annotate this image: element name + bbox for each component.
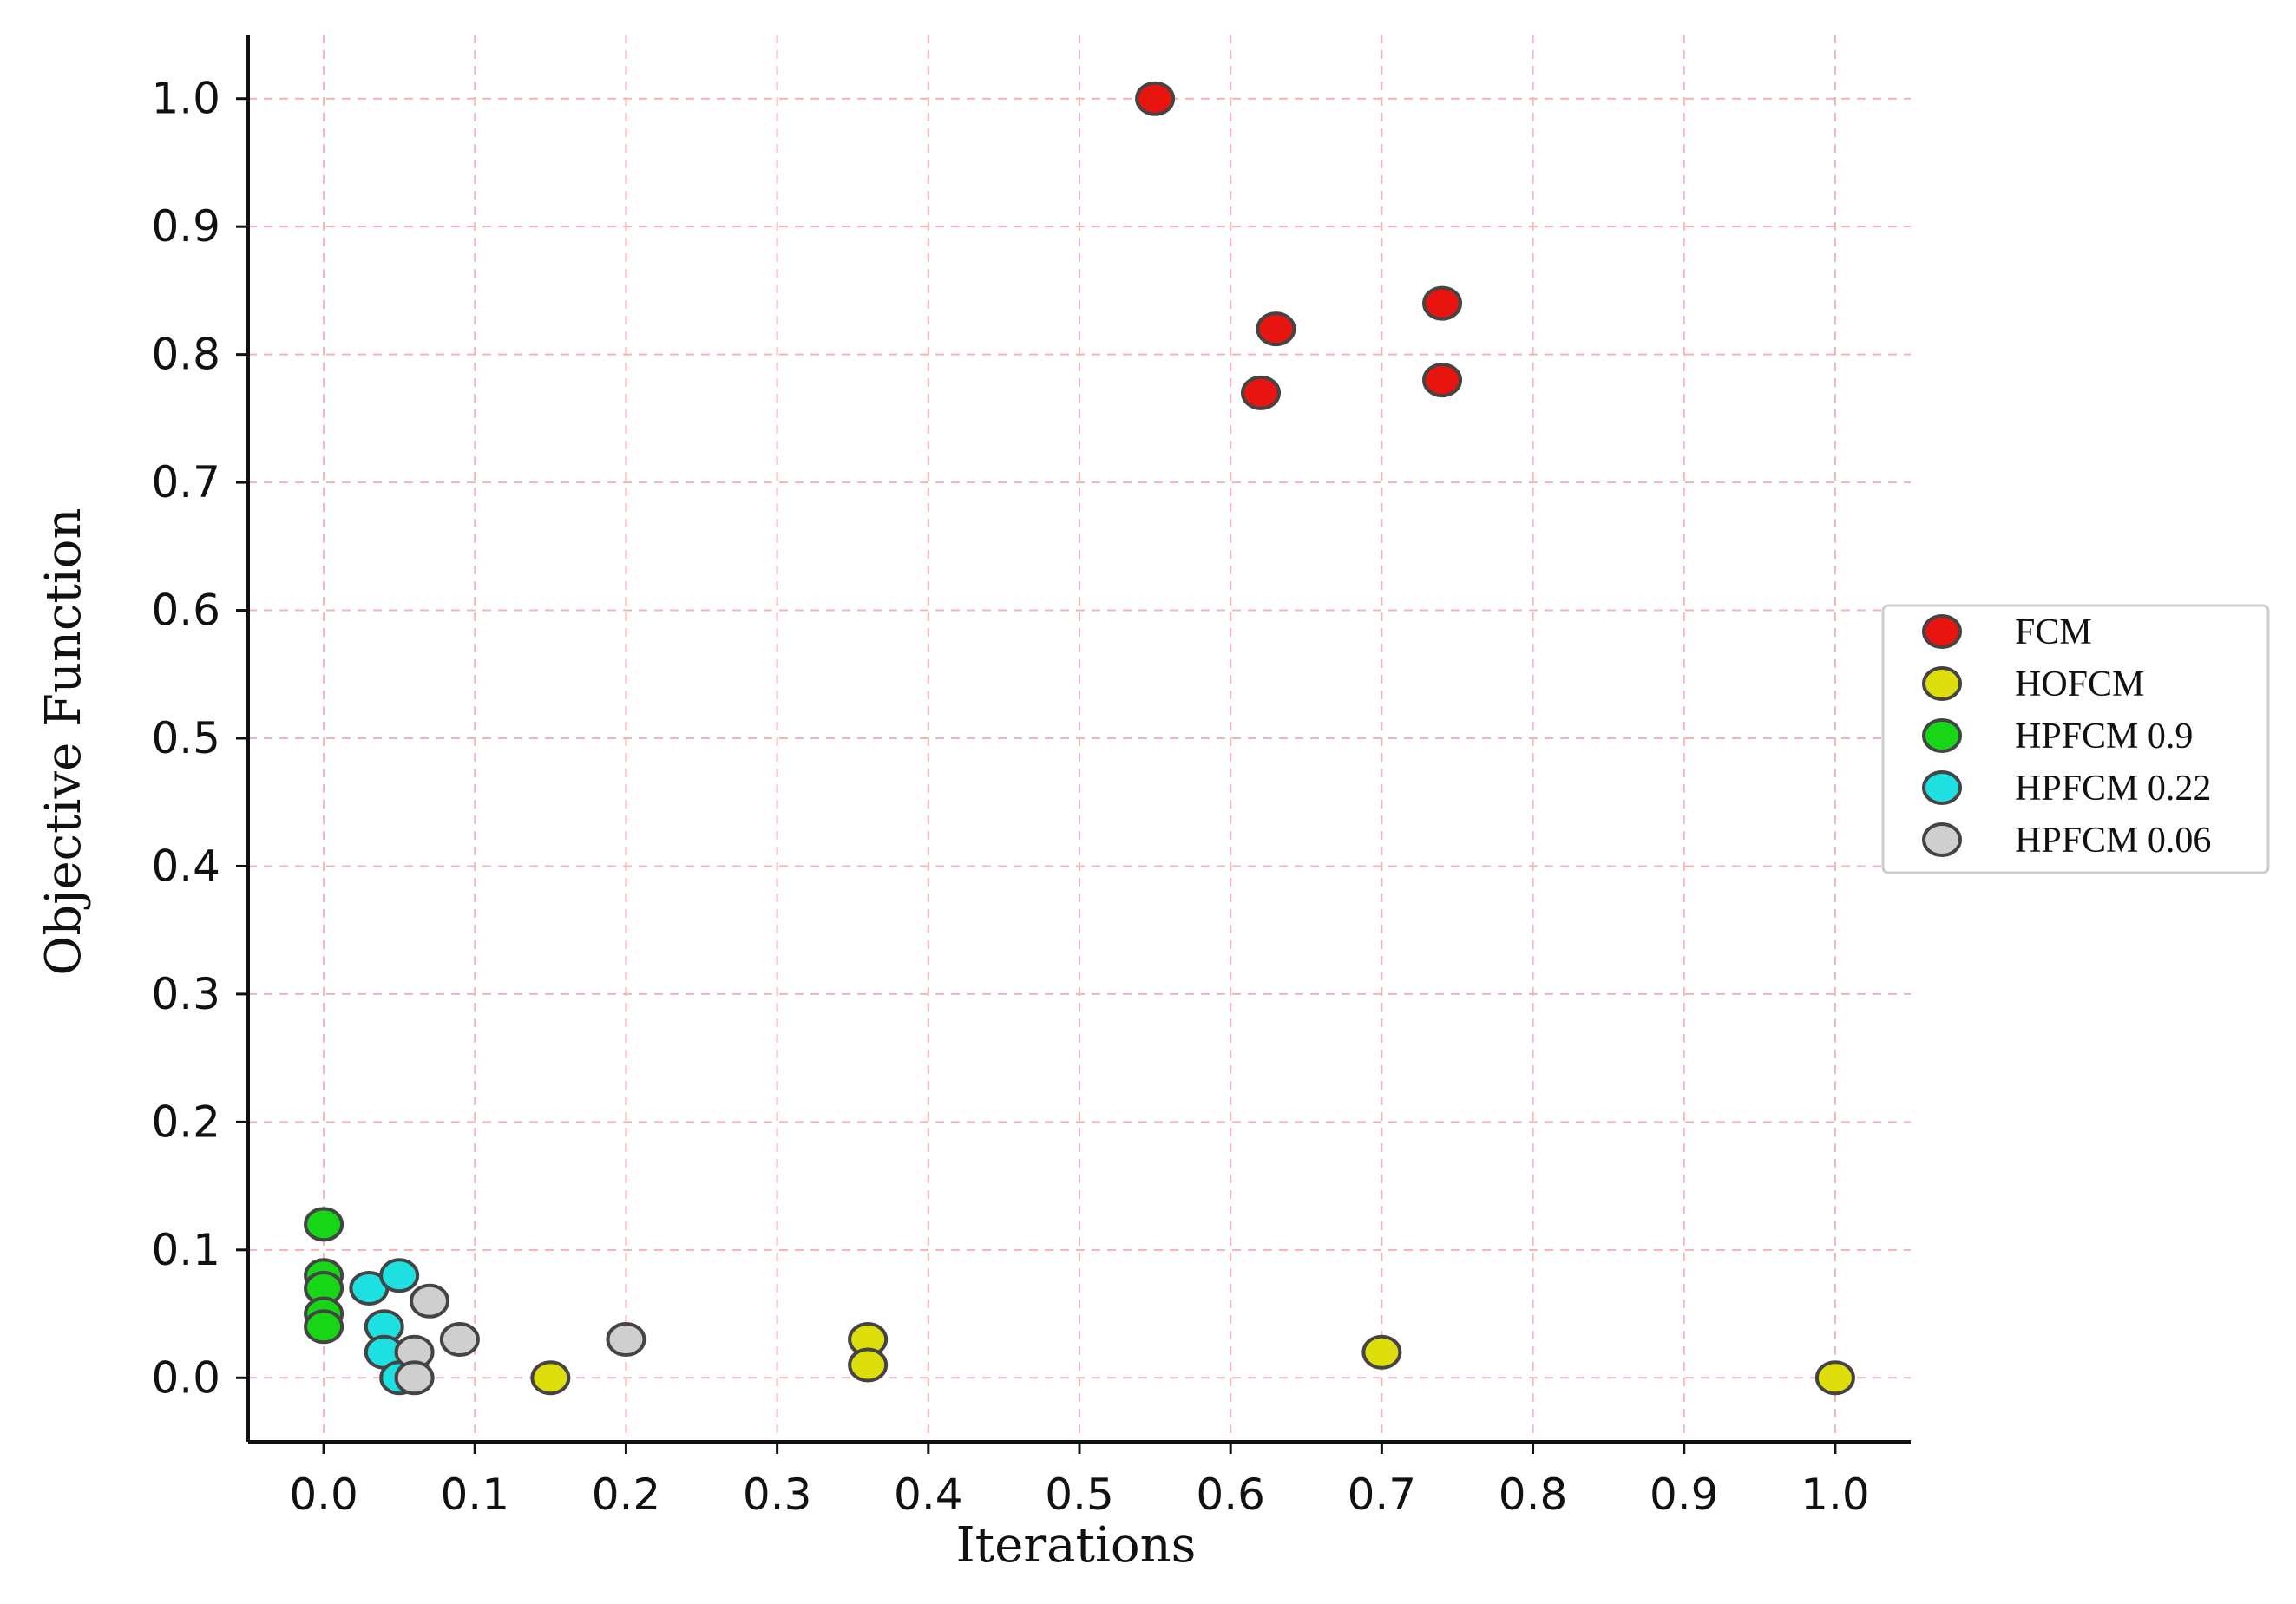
data-point-hpfcm-0-06 bbox=[439, 1322, 480, 1358]
legend-marker bbox=[1922, 718, 1962, 753]
data-point-hofcm bbox=[1361, 1334, 1402, 1370]
data-point-hpfcm-0-9 bbox=[304, 1207, 344, 1242]
y-tick-label: 0.4 bbox=[151, 841, 220, 891]
y-tick-label: 0.0 bbox=[151, 1352, 220, 1403]
x-tick-label: 0.3 bbox=[743, 1470, 812, 1520]
legend-label: HPFCM 0.22 bbox=[2015, 769, 2211, 809]
y-tick-label: 0.1 bbox=[151, 1225, 220, 1275]
y-tick-label: 0.9 bbox=[151, 201, 220, 252]
x-tick-label: 0.9 bbox=[1650, 1470, 1719, 1520]
legend-marker bbox=[1922, 614, 1962, 649]
legend: FCM HOFCM HPFCM 0.9 HPFCM 0.22 HPFCM 0.06 bbox=[1881, 604, 2270, 874]
legend-marker bbox=[1922, 822, 1962, 857]
data-point-fcm bbox=[1422, 285, 1463, 321]
legend-label: FCM bbox=[2015, 612, 2092, 652]
data-point-fcm bbox=[1241, 375, 1282, 410]
y-tick-label: 0.2 bbox=[151, 1097, 220, 1147]
grid bbox=[248, 35, 1911, 1442]
x-tick-label: 0.5 bbox=[1045, 1470, 1114, 1520]
y-tick-label: 0.8 bbox=[151, 330, 220, 380]
y-tick-label: 0.7 bbox=[151, 457, 220, 507]
data-point-fcm bbox=[1422, 363, 1463, 398]
y-axis-label: Objective Function bbox=[36, 507, 92, 975]
x-tick-label: 0.7 bbox=[1348, 1470, 1417, 1520]
tick-labels: 0.0 0.1 0.2 0.3 0.4 0.5 0.6 0.7 0.8 0.9 1.0 0.0 0.1 0… bbox=[151, 74, 1869, 1520]
x-tick-label: 0.1 bbox=[441, 1470, 510, 1520]
data-point-hpfcm-0-06 bbox=[410, 1283, 450, 1319]
x-axis-label: Iterations bbox=[956, 1517, 1197, 1574]
legend-label: HOFCM bbox=[2015, 665, 2144, 704]
legend-marker bbox=[1922, 666, 1962, 701]
data-point-hpfcm-0-06 bbox=[606, 1322, 646, 1358]
axes bbox=[236, 35, 1911, 1454]
data-point-hofcm bbox=[1814, 1360, 1855, 1396]
data-point-hpfcm-0-06 bbox=[394, 1360, 435, 1396]
x-tick-label: 0.6 bbox=[1196, 1470, 1265, 1520]
y-tick-label: 0.3 bbox=[151, 969, 220, 1019]
x-tick-label: 0.2 bbox=[592, 1470, 661, 1520]
y-tick-label: 0.6 bbox=[151, 586, 220, 636]
y-tick-label: 0.5 bbox=[151, 713, 220, 763]
legend-frame bbox=[1881, 604, 2270, 874]
data-point-hpfcm-0-9 bbox=[304, 1309, 344, 1345]
data-point-hpfcm-0-22 bbox=[379, 1258, 420, 1293]
data-point-hofcm bbox=[848, 1347, 889, 1383]
legend-marker bbox=[1922, 770, 1962, 805]
legend-label: HPFCM 0.06 bbox=[2015, 821, 2211, 861]
x-tick-label: 0.0 bbox=[289, 1470, 358, 1520]
data-points bbox=[304, 81, 1855, 1396]
data-point-hofcm bbox=[530, 1360, 571, 1396]
x-tick-label: 1.0 bbox=[1801, 1470, 1870, 1520]
y-tick-label: 1.0 bbox=[151, 74, 220, 124]
x-tick-label: 0.4 bbox=[894, 1470, 963, 1520]
data-point-fcm bbox=[1135, 81, 1176, 116]
legend-label: HPFCM 0.9 bbox=[2015, 717, 2193, 756]
x-tick-label: 0.8 bbox=[1499, 1470, 1568, 1520]
data-point-fcm bbox=[1256, 311, 1296, 347]
